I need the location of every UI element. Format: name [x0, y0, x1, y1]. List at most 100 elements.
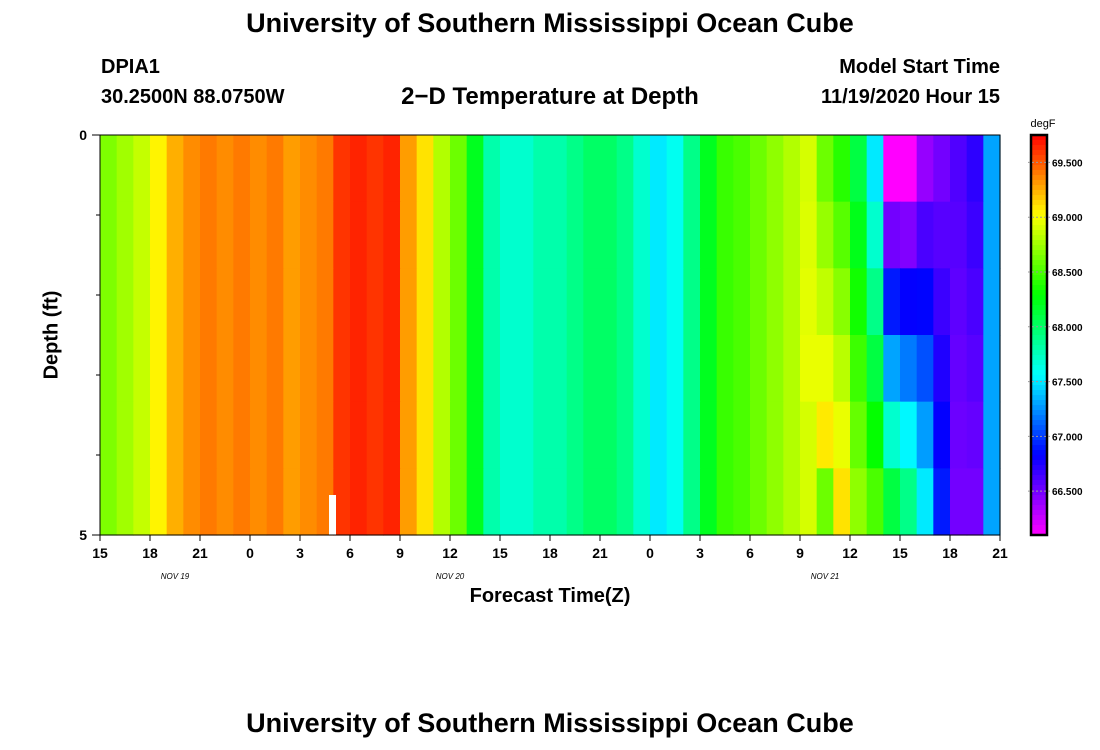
x-tick-label: 21 — [592, 545, 608, 561]
heatmap-cell — [733, 201, 751, 269]
heatmap-cell — [516, 201, 534, 269]
heatmap-cell — [933, 268, 951, 336]
heatmap-cell — [583, 401, 601, 469]
heatmap-cell — [716, 468, 734, 536]
colorbar-segment — [1031, 225, 1047, 231]
heatmap-cell — [583, 468, 601, 536]
heatmap-cell — [666, 135, 684, 203]
heatmap-cell — [383, 135, 401, 203]
heatmap-cell — [533, 335, 551, 403]
heatmap-cell — [800, 201, 818, 269]
heatmap-cell — [616, 468, 634, 536]
colorbar-segment — [1031, 220, 1047, 226]
heatmap-cell — [616, 135, 634, 203]
x-tick-label: 0 — [646, 545, 654, 561]
heatmap-cell — [600, 335, 618, 403]
colorbar-segment — [1031, 280, 1047, 286]
heatmap-cell — [816, 468, 834, 536]
heatmap-cell — [666, 201, 684, 269]
colorbar-segment — [1031, 180, 1047, 186]
heatmap-cell — [983, 201, 1001, 269]
heatmap-cell — [433, 335, 451, 403]
colorbar-segment — [1031, 380, 1047, 386]
heatmap-cell — [216, 135, 234, 203]
heatmap-cell — [200, 201, 218, 269]
heatmap-cell — [850, 135, 868, 203]
heatmap-cell — [650, 335, 668, 403]
heatmap-cell — [150, 401, 168, 469]
heatmap-cell — [966, 468, 984, 536]
heatmap-cell — [550, 135, 568, 203]
heatmap-cell — [200, 468, 218, 536]
heatmap-cell — [783, 135, 801, 203]
heatmap-cell — [500, 468, 518, 536]
colorbar-segment — [1031, 175, 1047, 181]
heatmap-cell — [616, 201, 634, 269]
colorbar-segment — [1031, 360, 1047, 366]
heatmap-cell — [933, 468, 951, 536]
heatmap-cell — [833, 468, 851, 536]
heatmap-cell — [566, 335, 584, 403]
heatmap-cell — [333, 468, 351, 536]
heatmap-cell — [683, 335, 701, 403]
heatmap-cell — [233, 268, 251, 336]
date-label: NOV 21 — [811, 572, 839, 581]
model-start-label: Model Start Time — [839, 56, 1000, 78]
heatmap-cell — [983, 135, 1001, 203]
heatmap-cell — [483, 201, 501, 269]
heatmap-cell — [350, 468, 368, 536]
x-tick-label: 3 — [296, 545, 304, 561]
heatmap-cell — [533, 201, 551, 269]
colorbar-segment — [1031, 390, 1047, 396]
heatmap-cell — [700, 468, 718, 536]
heatmap-cell — [150, 468, 168, 536]
heatmap-cell — [583, 135, 601, 203]
x-tick-label: 15 — [492, 545, 508, 561]
heatmap-cell — [500, 268, 518, 336]
heatmap-cell — [116, 401, 134, 469]
footer-title: University of Southern Mississippi Ocean… — [246, 708, 854, 738]
heatmap-cell — [283, 201, 301, 269]
heatmap-cell — [983, 468, 1001, 536]
colorbar-tick-label: 67.000 — [1052, 432, 1083, 443]
colorbar-segment — [1031, 300, 1047, 306]
heatmap-cell — [583, 268, 601, 336]
heatmap-cell — [800, 135, 818, 203]
heatmap-cell — [450, 135, 468, 203]
heatmap-cell — [466, 335, 484, 403]
heatmap-cell — [900, 135, 918, 203]
colorbar-segment — [1031, 400, 1047, 406]
heatmap-cell — [216, 468, 234, 536]
heatmap-cell — [250, 135, 268, 203]
heatmap-cell — [166, 268, 184, 336]
heatmap-cell — [400, 268, 418, 336]
heatmap-cell — [416, 268, 434, 336]
heatmap-cell — [883, 135, 901, 203]
colorbar-segment — [1031, 445, 1047, 451]
colorbar-segment — [1031, 365, 1047, 371]
heatmap-cell — [716, 201, 734, 269]
heatmap-cell — [783, 468, 801, 536]
heatmap-cell — [666, 335, 684, 403]
colorbar-segment — [1031, 295, 1047, 301]
heatmap-cell — [266, 468, 284, 536]
heatmap-cell — [233, 401, 251, 469]
heatmap-cell — [400, 335, 418, 403]
heatmap-cell — [133, 135, 151, 203]
heatmap-cell — [166, 401, 184, 469]
heatmap-cell — [516, 335, 534, 403]
colorbar-segment — [1031, 495, 1047, 501]
heatmap-cell — [716, 401, 734, 469]
heatmap-cell — [333, 135, 351, 203]
heatmap-cell — [583, 201, 601, 269]
heatmap-cell — [700, 401, 718, 469]
heatmap-cell — [300, 135, 318, 203]
colorbar-segment — [1031, 165, 1047, 171]
heatmap-cell — [833, 201, 851, 269]
heatmap-cell — [400, 468, 418, 536]
heatmap-cell — [300, 401, 318, 469]
colorbar-segment — [1031, 345, 1047, 351]
heatmap-cell — [833, 335, 851, 403]
heatmap-cell — [133, 401, 151, 469]
heatmap-cell — [433, 401, 451, 469]
